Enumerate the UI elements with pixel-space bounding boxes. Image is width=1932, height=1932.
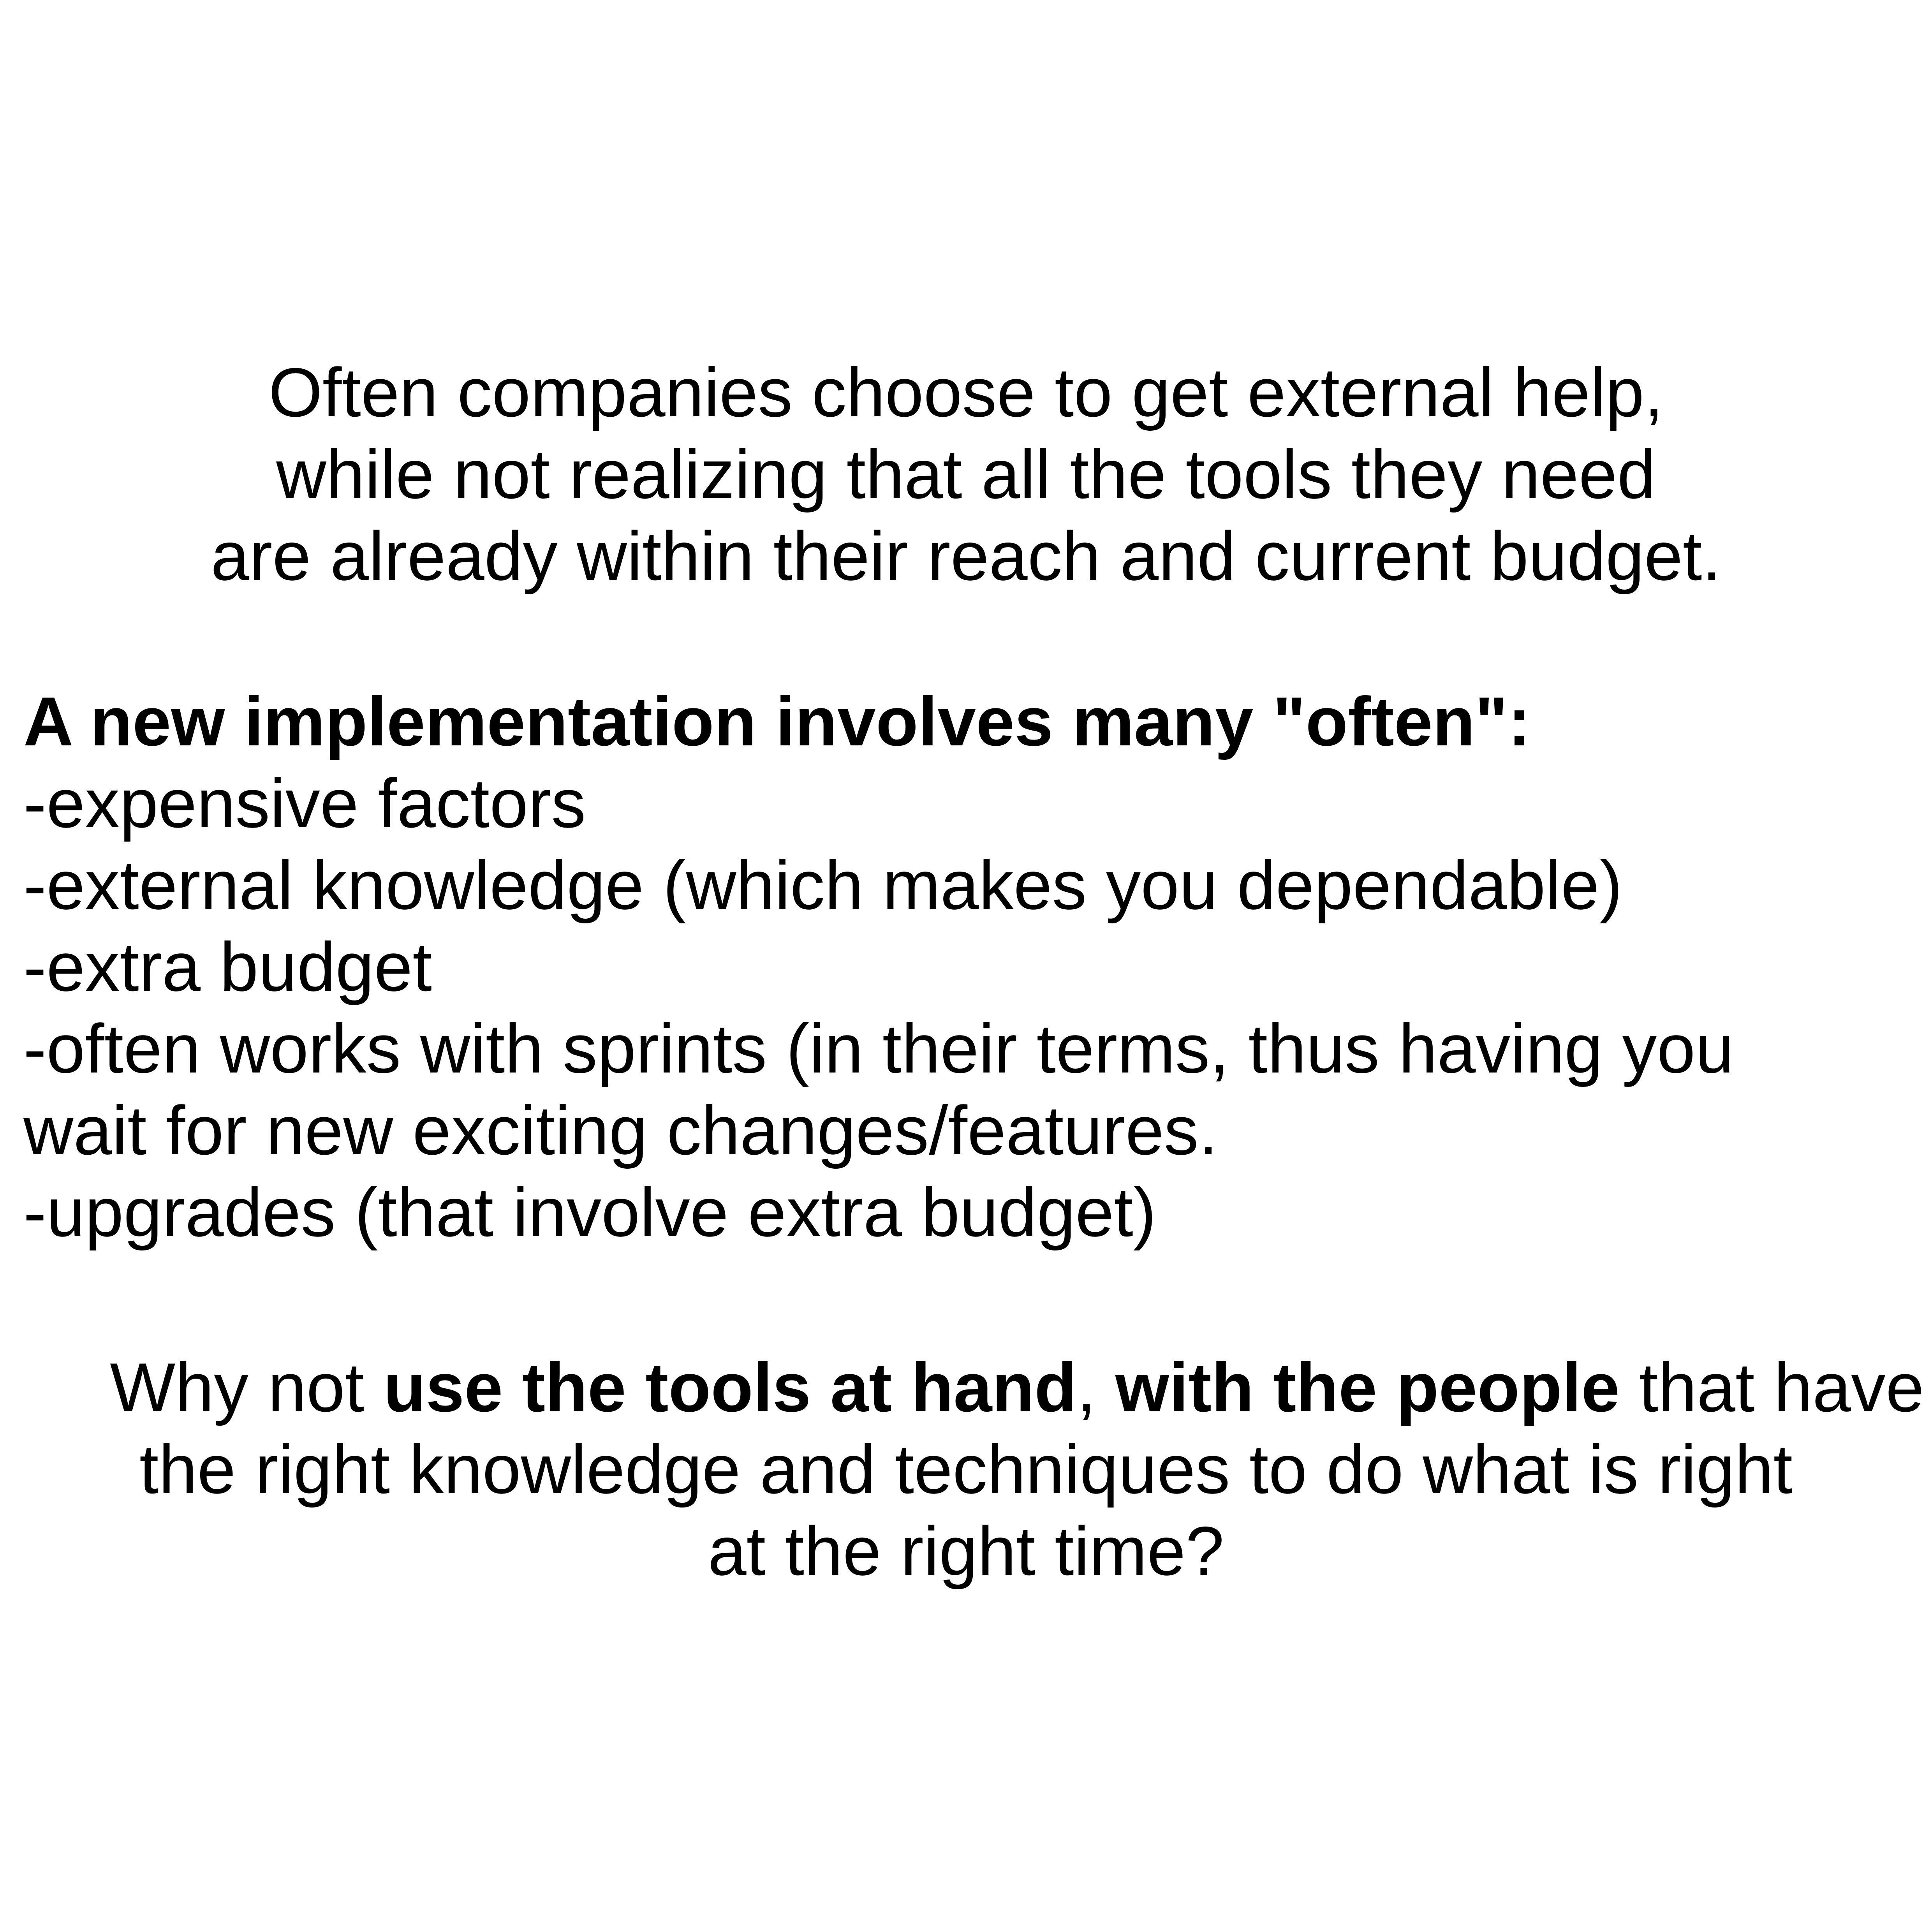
list-item: -often works with sprints (in their term… <box>23 1010 1734 1087</box>
closing-paragraph: Why not use the tools at hand, with the … <box>0 1347 1932 1592</box>
list-heading: A new implementation involves many "ofte… <box>23 683 1531 760</box>
list-item: -upgrades (that involve extra budget) <box>23 1173 1157 1251</box>
intro-paragraph: Often companies choose to get external h… <box>0 352 1932 597</box>
intro-line-3: are already within their reach and curre… <box>211 517 1721 595</box>
closing-prefix: Why not <box>110 1349 384 1426</box>
closing-line-3: at the right time? <box>708 1512 1224 1590</box>
closing-bold-people: with the people <box>1115 1349 1620 1426</box>
closing-line-2: the right knowledge and techniques to do… <box>139 1430 1793 1508</box>
intro-line-1: Often companies choose to get external h… <box>268 354 1664 431</box>
intro-line-2: while not realizing that all the tools t… <box>276 435 1656 513</box>
closing-line-1: Why not use the tools at hand, with the … <box>0 1347 1932 1428</box>
list-item-continuation: wait for new exciting changes/features. <box>23 1092 1218 1169</box>
list-item: -extra budget <box>23 928 432 1006</box>
list-item: -expensive factors <box>23 764 586 842</box>
closing-comma: , <box>1076 1349 1115 1426</box>
closing-bold-tools: use the tools at hand <box>383 1349 1077 1426</box>
list-item: -external knowledge (which makes you dep… <box>23 846 1623 924</box>
closing-suffix: that have <box>1620 1349 1924 1426</box>
implementation-list: A new implementation involves many "ofte… <box>23 681 1916 1253</box>
